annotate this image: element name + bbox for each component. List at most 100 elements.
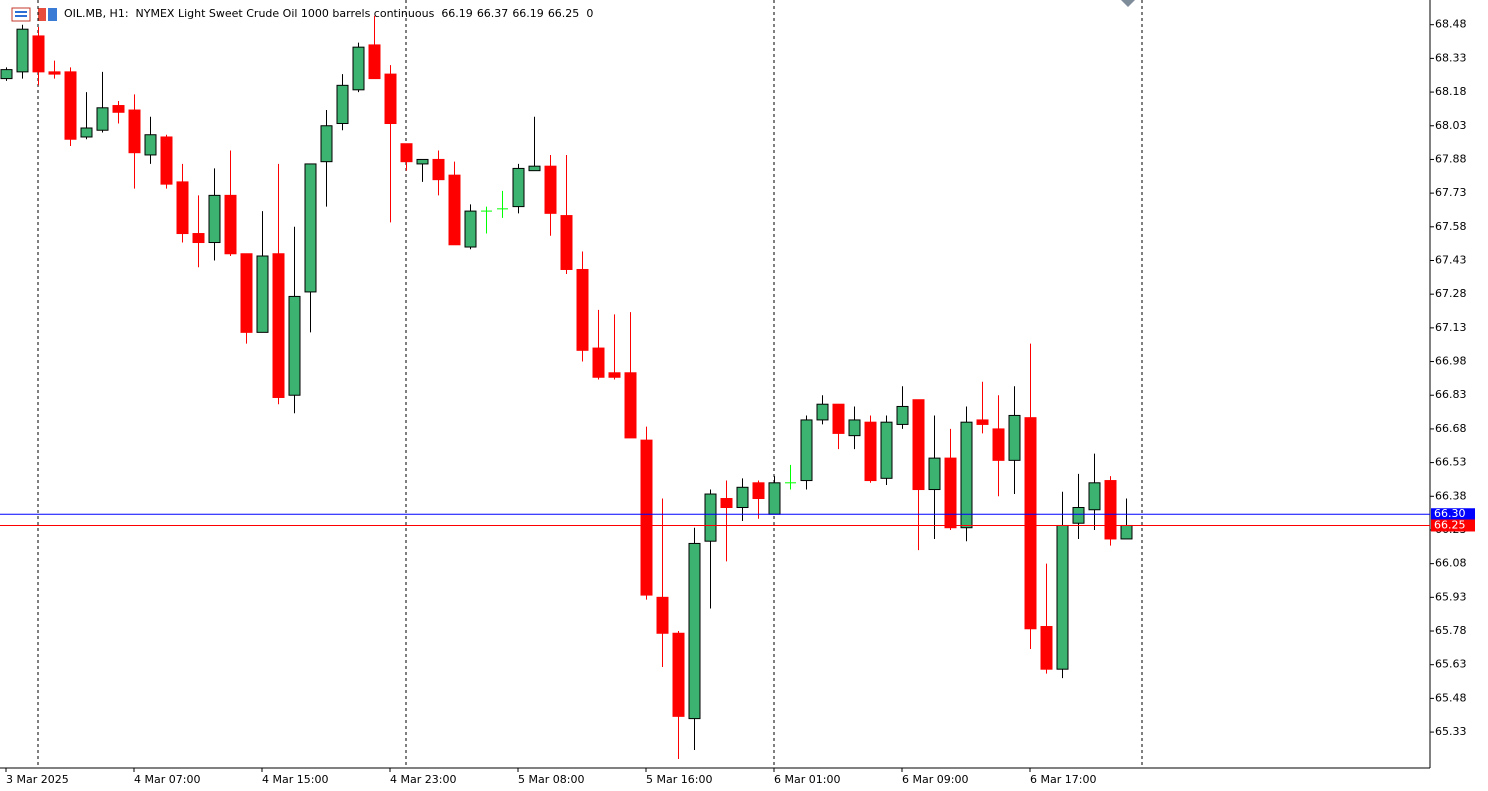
y-tick-label: 65.63 — [1435, 658, 1467, 671]
candle-body — [928, 457, 941, 491]
candle-body — [800, 419, 813, 482]
y-tick-label: 65.93 — [1435, 590, 1467, 603]
x-tick-label: 3 Mar 2025 — [6, 773, 69, 786]
candle-body — [656, 596, 669, 634]
symbol: OIL.MB, H1: — [64, 7, 129, 20]
candle-body — [368, 44, 381, 80]
candle-body — [336, 84, 349, 125]
candle-body — [1040, 626, 1053, 670]
candle-body — [688, 542, 701, 720]
y-tick-label: 65.48 — [1435, 691, 1467, 704]
candle-body — [384, 73, 397, 125]
candle-body — [208, 194, 221, 244]
candle-body — [288, 295, 301, 396]
y-tick-label: 68.18 — [1435, 85, 1467, 98]
candle-body — [304, 163, 317, 293]
candle-body — [0, 69, 13, 80]
candle-body — [1008, 414, 1021, 461]
icon — [38, 8, 46, 21]
candle-body — [832, 403, 845, 434]
candle-body — [896, 405, 909, 425]
candle-body — [1104, 480, 1117, 540]
candle-body — [1120, 524, 1133, 540]
candle-body — [240, 253, 253, 333]
candle-body — [736, 486, 749, 509]
last-open: 66.19 — [441, 7, 473, 20]
candle-body — [176, 181, 189, 235]
candle-body — [608, 372, 621, 378]
price-label-box — [1431, 519, 1475, 532]
last-close: 66.25 — [548, 7, 580, 20]
icon — [11, 7, 31, 22]
candle-body — [544, 165, 557, 214]
x-tick-label: 5 Mar 08:00 — [518, 773, 584, 786]
candle-body — [816, 403, 829, 421]
candle-body — [592, 347, 605, 378]
y-tick-label: 67.58 — [1435, 220, 1467, 233]
candle-body — [16, 28, 29, 73]
candle-body — [576, 268, 589, 351]
candle-body — [448, 174, 461, 246]
y-tick-label: 67.43 — [1435, 253, 1467, 266]
candle-body — [1024, 417, 1037, 630]
last-low: 66.19 — [512, 7, 544, 20]
description: NYMEX Light Sweet Crude Oil 1000 barrels… — [136, 7, 435, 20]
candle-body — [720, 498, 733, 509]
candle-body — [1056, 524, 1069, 670]
price-label: 66.30 — [1434, 507, 1466, 520]
y-tick-label: 67.28 — [1435, 287, 1467, 300]
x-tick-label: 6 Mar 09:00 — [902, 773, 968, 786]
candle-body — [944, 457, 957, 529]
candle-body — [256, 255, 269, 333]
price-label-box — [1431, 508, 1475, 521]
x-tick-label: 4 Mar 15:00 — [262, 773, 328, 786]
icon — [15, 15, 27, 17]
candle-body — [224, 194, 237, 255]
candle-body — [48, 71, 61, 75]
candle-body — [1072, 507, 1085, 524]
shift-marker — [1121, 0, 1135, 7]
candle-body — [848, 419, 861, 437]
candle-body — [272, 253, 285, 398]
y-tick-label: 67.88 — [1435, 152, 1467, 165]
y-tick-label: 66.98 — [1435, 355, 1467, 368]
candle-body — [112, 105, 125, 113]
x-tick-label: 6 Mar 17:00 — [1030, 773, 1096, 786]
candle-body — [560, 215, 573, 270]
candle-body — [144, 134, 157, 156]
candle-body — [320, 125, 333, 163]
candle-body — [864, 421, 877, 482]
icon — [48, 8, 57, 21]
toolbar-icons — [11, 7, 57, 22]
candle-body — [704, 493, 717, 542]
candle-body — [624, 372, 637, 439]
price-label: 66.25 — [1434, 518, 1466, 531]
candle-body — [416, 158, 429, 165]
header: OIL.MB, H1: NYMEX Light Sweet Crude Oil 1… — [64, 7, 593, 20]
icon — [15, 11, 27, 13]
candle-body — [32, 35, 45, 73]
candle-body — [768, 482, 781, 515]
candle-body — [912, 399, 925, 491]
candle-body — [96, 107, 109, 131]
y-tick-label: 67.13 — [1435, 321, 1467, 334]
y-tick-label: 66.83 — [1435, 388, 1467, 401]
y-tick-label: 68.33 — [1435, 51, 1467, 64]
y-tick-label: 68.48 — [1435, 18, 1467, 31]
candle-body — [160, 136, 173, 185]
y-tick-label: 68.03 — [1435, 119, 1467, 132]
y-tick-label: 65.33 — [1435, 725, 1467, 738]
last-high: 66.37 — [477, 7, 509, 20]
y-tick-label: 66.38 — [1435, 489, 1467, 502]
candle-body — [512, 167, 525, 208]
candle-body — [432, 158, 445, 181]
candle-body — [880, 421, 893, 479]
candle-body — [80, 127, 93, 138]
y-tick-label: 67.73 — [1435, 186, 1467, 199]
y-tick-label: 66.53 — [1435, 456, 1467, 469]
volume: 0 — [586, 7, 593, 20]
candle-body — [960, 421, 973, 529]
candle-body — [400, 143, 413, 163]
